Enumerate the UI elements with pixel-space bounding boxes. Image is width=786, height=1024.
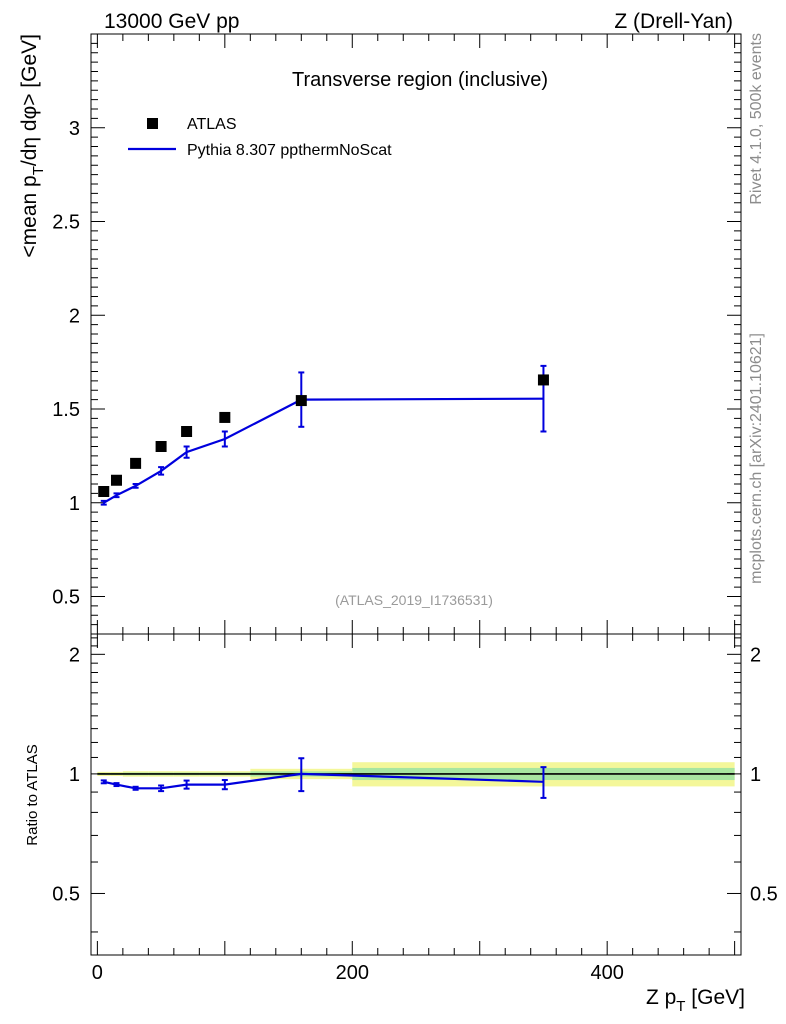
legend: ATLAS Pythia 8.307 ppthermNoScat (128, 116, 392, 159)
ratio-y-tick-label-right: 0.5 (750, 883, 778, 905)
x-tick-labels: 0 200 400 (92, 962, 624, 984)
header-right: Z (Drell-Yan) (614, 10, 733, 33)
main-plot-panel: 0.5 1 1.5 2 2.5 3 Transverse region (inclusiv… (18, 33, 742, 635)
chart-title: Transverse region (inclusive) (292, 69, 548, 91)
analysis-tag: (ATLAS_2019_I1736531) (335, 592, 493, 608)
legend-atlas-label: ATLAS (187, 116, 237, 133)
ratio-y-tick-label-right: 1 (750, 764, 761, 786)
ratio-y-axis-title: Ratio to ATLAS (24, 744, 41, 845)
y-tick-label: 1.5 (52, 399, 80, 421)
pythia-curve (103, 397, 544, 504)
y-tick-label: 2.5 (52, 212, 80, 234)
y-tick-label: 1 (69, 493, 80, 515)
legend-atlas-marker (147, 118, 158, 129)
header-left: 13000 GeV pp (104, 10, 239, 33)
atlas-data-point (219, 411, 231, 423)
ratio-y-tick-label: 2 (69, 644, 80, 666)
y-tick-label: 2 (69, 305, 80, 327)
ratio-plot-panel: 0.5 0.5 1 1 2 2 0 200 400 Ratio to ATLAS Z pT [… (24, 633, 778, 1015)
atlas-data-point (181, 426, 193, 437)
ratio-plot-frame (90, 633, 742, 956)
y-tick-label: 0.5 (52, 587, 80, 609)
x-axis-title: Z pT [GeV] (646, 986, 745, 1015)
x-tick-label: 400 (590, 962, 623, 984)
atlas-data-point (130, 457, 142, 469)
ratio-y-tick-labels: 0.5 0.5 1 1 2 2 (52, 644, 778, 905)
main-series-layer (98, 364, 549, 506)
main-y-axis-title: <mean pT/dη dφ> [GeV] (18, 34, 47, 258)
rivet-version-label: Rivet 4.1.0, 500k events (748, 33, 765, 205)
atlas-data-point (295, 395, 307, 407)
atlas-data-point (110, 474, 122, 486)
mcplots-label: mcplots.cern.ch [arXiv:2401.10621] (748, 333, 765, 584)
atlas-data-point (98, 486, 110, 497)
ratio-y-tick-label: 1 (69, 764, 80, 786)
y-tick-label: 3 (69, 118, 80, 140)
ratio-y-tick-label-right: 2 (750, 644, 761, 666)
x-tick-label: 200 (336, 962, 369, 984)
x-tick-label: 0 (92, 962, 103, 984)
atlas-data-point (155, 441, 167, 452)
main-y-tick-labels: 0.5 1 1.5 2 2.5 3 (52, 118, 80, 609)
legend-pythia-label: Pythia 8.307 ppthermNoScat (187, 142, 392, 159)
ratio-curve (103, 772, 544, 790)
ratio-y-tick-label: 0.5 (52, 883, 80, 905)
atlas-data-point (537, 374, 549, 386)
ratio-series-layer (100, 757, 547, 799)
main-axis-ticks (91, 34, 741, 634)
ratio-reference-band (97, 762, 735, 787)
ratio-axis-ticks (91, 634, 741, 955)
